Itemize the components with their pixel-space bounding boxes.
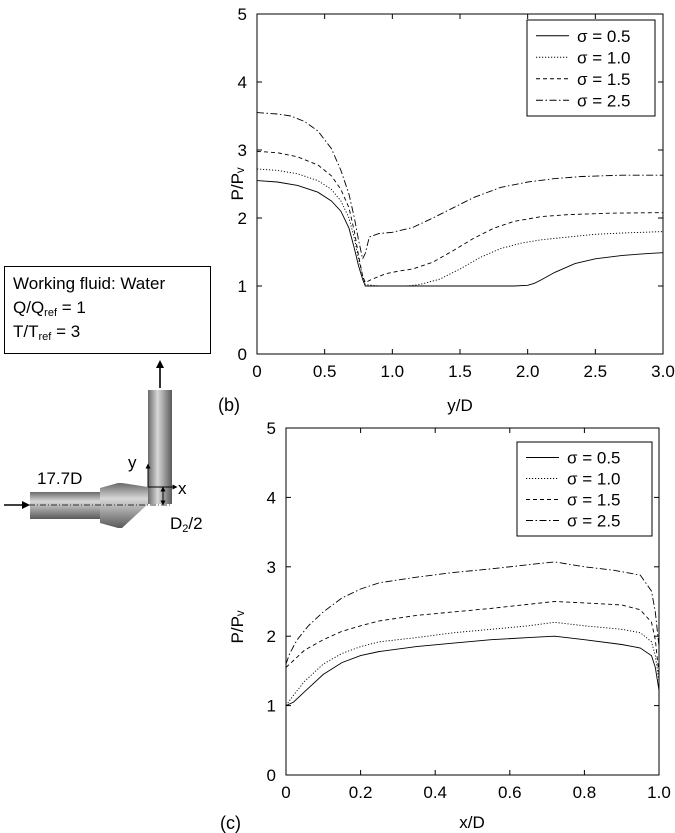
y-tick-label: 3: [238, 141, 247, 160]
y-tick-label: 1: [238, 277, 247, 296]
legend-label-3: σ = 1.5: [567, 491, 621, 510]
x-axis-title: y/D: [447, 396, 473, 415]
contraction: [122, 483, 148, 528]
y-axis-label: y: [128, 453, 137, 472]
panel-label: (b): [218, 395, 240, 415]
x-tick-label: 0: [252, 362, 261, 381]
pipe-schematic: [4, 360, 178, 528]
length-label: 17.7D: [37, 469, 83, 488]
legend-label-1: σ = 0.5: [567, 449, 621, 468]
diameter-label: D2/2: [170, 514, 203, 535]
working-fluid-text: Working fluid: Water: [13, 274, 166, 293]
series-line-3: [257, 150, 663, 284]
info-box: Working fluid: Water Q/Qref = 1 T/Tref =…: [4, 266, 211, 354]
x-tick-label: 0: [281, 783, 290, 802]
legend-label-3: σ = 1.5: [577, 70, 631, 89]
x-tick-label: 0.6: [498, 783, 522, 802]
x-tick-label: 0.8: [573, 783, 597, 802]
y-tick-label: 4: [238, 73, 247, 92]
series-line-1: [257, 180, 663, 287]
series-line-4: [257, 112, 663, 261]
y-axis-title: P/Pᵥ: [228, 167, 247, 200]
series-line-2: [257, 168, 663, 287]
y-tick-label: 0: [267, 766, 276, 785]
vertical-pipe: [148, 390, 172, 504]
x-tick-label: 0.2: [349, 783, 373, 802]
temperature-ratio-text: T/Tref = 3: [13, 322, 81, 343]
x-axis-title: x/D: [459, 813, 485, 832]
y-axis-title: P/Pᵥ: [228, 610, 247, 643]
x-tick-label: 3.0: [651, 362, 675, 381]
x-tick-label: 1.5: [448, 362, 472, 381]
flow-ratio-text: Q/Qref = 1: [13, 298, 86, 319]
panel-label: (c): [220, 813, 241, 833]
y-tick-label: 0: [238, 345, 247, 364]
x-tick-label: 1.0: [381, 362, 405, 381]
x-tick-label: 2.0: [516, 362, 540, 381]
legend-label-1: σ = 0.5: [577, 27, 631, 46]
plot-frame: [285, 427, 660, 776]
series-line-2: [286, 621, 659, 706]
x-tick-label: 1.0: [647, 783, 671, 802]
y-tick-label: 4: [267, 488, 276, 507]
legend-label-4: σ = 2.5: [567, 512, 621, 531]
flange: [100, 483, 122, 528]
y-tick-label: 3: [267, 558, 276, 577]
x-tick-label: 0.4: [423, 783, 447, 802]
chart-c: 0 0.2 0.4 0.6 0.8 1.0 0 1 2 3 4 5 x/D P/Pᵥ (c) σ = 0.5 σ…: [220, 419, 671, 833]
y-tick-label: 2: [267, 627, 276, 646]
series-line-1: [286, 635, 659, 707]
x-tick-label: 0.5: [313, 362, 337, 381]
legend-label-2: σ = 1.0: [567, 470, 621, 489]
y-tick-label: 5: [238, 5, 247, 24]
y-tick-label: 1: [267, 697, 276, 716]
series-line-3: [286, 601, 659, 675]
legend-label-4: σ = 2.5: [577, 91, 631, 110]
chart-b: 0 0.5 1.0 1.5 2.0 2.5 3.0 0 1 2 3 4 5 y/D P/Pᵥ (b) σ = 0…: [218, 5, 675, 415]
y-tick-label: 5: [267, 419, 276, 438]
y-tick-label: 2: [238, 209, 247, 228]
series-line-4: [286, 561, 659, 665]
x-tick-label: 2.5: [584, 362, 608, 381]
x-axis-label: x: [178, 479, 187, 498]
legend-label-2: σ = 1.0: [577, 48, 631, 67]
inlet-pipe: [30, 492, 110, 519]
